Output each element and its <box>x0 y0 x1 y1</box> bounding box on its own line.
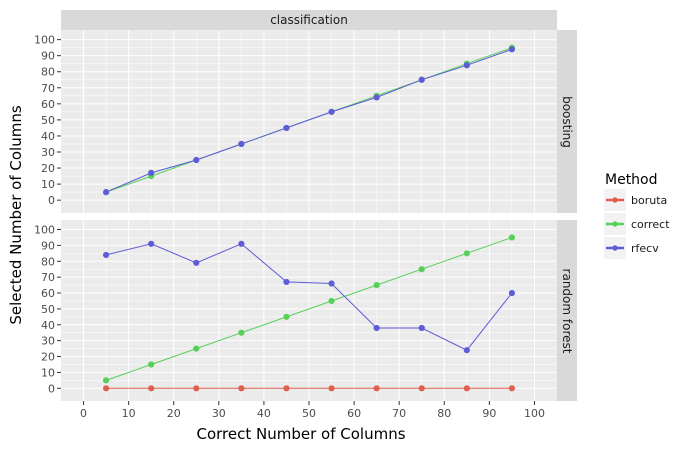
data-point-correct <box>238 329 245 336</box>
data-point-rfecv <box>418 76 425 83</box>
y-tick-label: 40 <box>41 130 55 143</box>
facet-row-strip-boosting <box>557 30 577 213</box>
y-tick-label: 80 <box>41 66 55 79</box>
data-point-rfecv <box>238 240 245 247</box>
data-point-boruta <box>148 385 155 392</box>
data-point-rfecv <box>328 108 335 115</box>
x-axis: 0 10 20 30 40 50 60 70 80 90 100 <box>80 401 545 420</box>
x-tick-label: 40 <box>257 407 271 420</box>
legend-point-correct <box>612 221 618 227</box>
legend-label-rfecv: rfecv <box>631 242 659 255</box>
data-point-correct <box>193 345 200 352</box>
x-tick-label: 60 <box>347 407 361 420</box>
legend-item-rfecv: rfecv <box>604 237 659 259</box>
data-point-rfecv <box>238 140 245 148</box>
y-axis-title: Selected Number of Columns <box>7 105 25 324</box>
y-tick-label: 10 <box>41 178 55 191</box>
data-point-rfecv <box>102 189 110 196</box>
data-point-rfecv <box>463 62 470 69</box>
data-point-boruta <box>373 385 380 392</box>
x-tick-label: 30 <box>212 407 226 420</box>
data-point-boruta <box>193 385 200 392</box>
y-tick-label: 70 <box>41 271 55 284</box>
legend-item-boruta: boruta <box>604 189 667 211</box>
data-point-rfecv <box>508 46 516 53</box>
x-tick-label: 50 <box>302 407 316 420</box>
y-tick-label: 60 <box>41 98 55 111</box>
y-tick-label: 90 <box>41 239 55 252</box>
y-tick-label: 20 <box>41 351 55 364</box>
x-tick-label: 10 <box>122 407 136 420</box>
x-tick-label: 0 <box>80 407 87 420</box>
data-point-rfecv <box>418 324 425 332</box>
x-tick-label: 90 <box>482 407 496 420</box>
data-point-rfecv <box>193 259 200 266</box>
data-point-correct <box>283 313 290 320</box>
y-tick-label: 100 <box>34 224 55 237</box>
legend: Method boruta correct rfecv <box>604 172 670 259</box>
facet-column-title: classification <box>270 13 348 27</box>
data-point-correct <box>328 297 335 305</box>
data-point-rfecv <box>193 156 200 164</box>
x-tick-label: 100 <box>524 407 545 420</box>
y-tick-label: 10 <box>41 366 55 379</box>
data-point-boruta <box>328 385 335 392</box>
data-point-correct <box>102 377 110 384</box>
y-tick-label: 80 <box>41 255 55 268</box>
data-point-rfecv <box>148 169 155 176</box>
y-tick-label: 100 <box>34 34 55 47</box>
series-line-rfecv <box>105 243 513 351</box>
data-point-rfecv <box>463 347 470 354</box>
x-tick-label: 80 <box>437 407 451 420</box>
x-tick-label: 70 <box>392 407 406 420</box>
data-point-boruta <box>283 385 290 392</box>
facet-row-strip-random-forest <box>557 220 577 401</box>
data-point-rfecv <box>328 280 335 287</box>
legend-point-rfecv <box>612 245 618 251</box>
data-point-rfecv <box>373 324 380 332</box>
data-point-boruta <box>418 385 425 392</box>
data-point-rfecv <box>148 240 155 247</box>
data-point-correct <box>463 250 470 257</box>
data-point-correct <box>418 266 425 273</box>
y-tick-label: 70 <box>41 82 55 95</box>
facet-row-label-boosting: boosting <box>560 96 574 148</box>
data-point-rfecv <box>102 251 110 259</box>
facet-column-strip <box>61 10 557 30</box>
data-point-correct <box>508 234 516 241</box>
y-tick-label: 20 <box>41 162 55 175</box>
data-point-boruta <box>463 385 470 392</box>
y-tick-label: 60 <box>41 287 55 300</box>
legend-item-correct: correct <box>604 213 670 235</box>
legend-label-correct: correct <box>631 218 670 231</box>
legend-point-boruta <box>612 197 618 203</box>
y-tick-label: 50 <box>41 303 55 316</box>
y-tick-label: 0 <box>48 194 55 207</box>
data-point-boruta <box>102 385 110 392</box>
facet-row-label-random-forest: random forest <box>560 269 574 354</box>
y-tick-label: 40 <box>41 319 55 332</box>
panel-random-forest: 0 10 20 30 40 50 60 70 80 90 100 <box>34 220 557 401</box>
y-tick-label: 90 <box>41 50 55 63</box>
data-point-rfecv <box>283 278 290 286</box>
legend-label-boruta: boruta <box>631 194 667 207</box>
data-point-boruta <box>508 385 516 392</box>
data-point-correct <box>373 281 380 289</box>
y-tick-label: 30 <box>41 146 55 159</box>
data-point-boruta <box>238 385 245 392</box>
y-tick-label: 50 <box>41 114 55 127</box>
data-point-rfecv <box>373 94 380 101</box>
series-line-rfecv <box>105 48 513 193</box>
x-axis-title: Correct Number of Columns <box>196 425 405 443</box>
y-tick-label: 0 <box>48 382 55 395</box>
data-point-rfecv <box>283 124 290 132</box>
series-line-correct <box>105 237 513 381</box>
data-point-rfecv <box>508 289 516 297</box>
y-tick-label: 30 <box>41 335 55 348</box>
x-tick-label: 20 <box>167 407 181 420</box>
legend-title: Method <box>605 172 658 188</box>
data-point-correct <box>148 361 155 368</box>
panel-boosting: 0 10 20 30 40 50 60 70 80 90 100 <box>34 30 557 213</box>
